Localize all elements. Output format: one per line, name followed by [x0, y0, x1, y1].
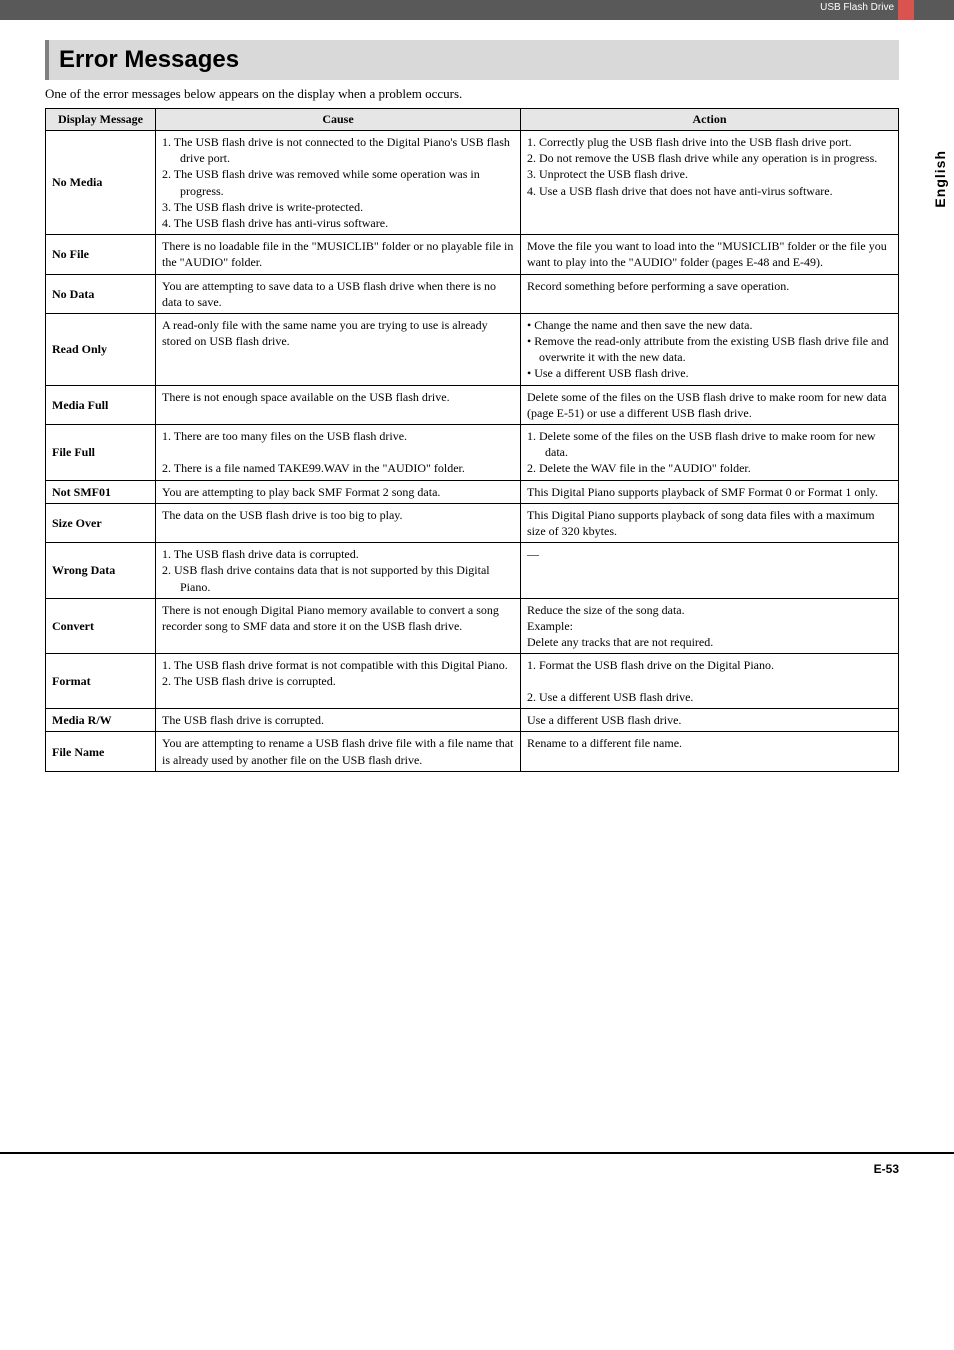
action-cell: Move the file you want to load into the …	[521, 235, 899, 274]
msg-cell: Media R/W	[46, 709, 156, 732]
cause-cell: The USB flash drive is corrupted.	[156, 709, 521, 732]
action-cell: 1. Correctly plug the USB flash drive in…	[521, 131, 899, 235]
header-accent	[898, 0, 914, 20]
section-title: Error Messages	[45, 40, 899, 80]
msg-cell: No File	[46, 235, 156, 274]
list-item: 4. Use a USB flash drive that does not h…	[527, 183, 892, 199]
action-cell: This Digital Piano supports playback of …	[521, 480, 899, 503]
action-cell: Delete some of the files on the USB flas…	[521, 385, 899, 424]
table-row: Read Only A read-only file with the same…	[46, 313, 899, 385]
table-row: Convert There is not enough Digital Pian…	[46, 598, 899, 654]
list-item: 1. Correctly plug the USB flash drive in…	[527, 134, 892, 150]
action-cell: Rename to a different file name.	[521, 732, 899, 771]
action-cell: 1. Format the USB flash drive on the Dig…	[521, 654, 899, 709]
list-item: 2. The USB flash drive is corrupted.	[162, 673, 514, 689]
msg-cell: Read Only	[46, 313, 156, 385]
list-item: 4. The USB flash drive has anti-virus so…	[162, 215, 514, 231]
page-footer: E-53	[0, 1152, 954, 1182]
table-row: No Media 1. The USB flash drive is not c…	[46, 131, 899, 235]
cause-cell: 1. The USB flash drive is not connected …	[156, 131, 521, 235]
header-display-message: Display Message	[46, 109, 156, 131]
cause-cell: 1. The USB flash drive data is corrupted…	[156, 543, 521, 599]
cause-cell: 1. The USB flash drive format is not com…	[156, 654, 521, 709]
list-item: 2. There is a file named TAKE99.WAV in t…	[162, 460, 514, 476]
action-cell: —	[521, 543, 899, 599]
table-row: Not SMF01 You are attempting to play bac…	[46, 480, 899, 503]
text-line: Reduce the size of the song data.	[527, 602, 892, 618]
msg-cell: Size Over	[46, 503, 156, 542]
list-item: 2. Use a different USB flash drive.	[527, 689, 892, 705]
table-row: File Name You are attempting to rename a…	[46, 732, 899, 771]
spacer	[162, 444, 514, 460]
table-row: Size Over The data on the USB flash driv…	[46, 503, 899, 542]
list-item: 2. The USB flash drive was removed while…	[162, 166, 514, 198]
list-item: 3. Unprotect the USB flash drive.	[527, 166, 892, 182]
msg-cell: File Name	[46, 732, 156, 771]
table-row: Media R/W The USB flash drive is corrupt…	[46, 709, 899, 732]
msg-cell: Wrong Data	[46, 543, 156, 599]
text-line: Delete any tracks that are not required.	[527, 634, 892, 650]
msg-cell: Not SMF01	[46, 480, 156, 503]
msg-cell: File Full	[46, 425, 156, 481]
action-cell: Change the name and then save the new da…	[521, 313, 899, 385]
list-item: 2. Do not remove the USB flash drive whi…	[527, 150, 892, 166]
error-messages-table: Display Message Cause Action No Media 1.…	[45, 108, 899, 772]
msg-cell: Format	[46, 654, 156, 709]
action-cell: Reduce the size of the song data. Exampl…	[521, 598, 899, 654]
header-cause: Cause	[156, 109, 521, 131]
spacer	[527, 673, 892, 689]
intro-text: One of the error messages below appears …	[45, 86, 899, 102]
msg-cell: No Media	[46, 131, 156, 235]
list-item: Remove the read-only attribute from the …	[527, 333, 892, 365]
cause-cell: The data on the USB flash drive is too b…	[156, 503, 521, 542]
cause-cell: You are attempting to save data to a USB…	[156, 274, 521, 313]
list-item: 1. The USB flash drive is not connected …	[162, 134, 514, 166]
list-item: 1. Format the USB flash drive on the Dig…	[527, 657, 892, 673]
header-banner-label: USB Flash Drive	[820, 2, 894, 13]
page-content: Error Messages One of the error messages…	[0, 20, 954, 772]
table-row: Media Full There is not enough space ava…	[46, 385, 899, 424]
page-number: E-53	[874, 1162, 899, 1176]
msg-cell: Media Full	[46, 385, 156, 424]
table-header-row: Display Message Cause Action	[46, 109, 899, 131]
msg-cell: No Data	[46, 274, 156, 313]
cause-cell: You are attempting to play back SMF Form…	[156, 480, 521, 503]
cause-cell: You are attempting to rename a USB flash…	[156, 732, 521, 771]
table-row: Wrong Data 1. The USB flash drive data i…	[46, 543, 899, 599]
list-item: Use a different USB flash drive.	[527, 365, 892, 381]
cause-cell: There is not enough space available on t…	[156, 385, 521, 424]
table-row: No Data You are attempting to save data …	[46, 274, 899, 313]
table-row: File Full 1. There are too many files on…	[46, 425, 899, 481]
header-banner: USB Flash Drive	[0, 0, 954, 20]
list-item: Change the name and then save the new da…	[527, 317, 892, 333]
list-item: 1. The USB flash drive data is corrupted…	[162, 546, 514, 562]
list-item: 1. Delete some of the files on the USB f…	[527, 428, 892, 460]
action-cell: This Digital Piano supports playback of …	[521, 503, 899, 542]
msg-cell: Convert	[46, 598, 156, 654]
list-item: 1. There are too many files on the USB f…	[162, 428, 514, 444]
list-item: 2. Delete the WAV file in the "AUDIO" fo…	[527, 460, 892, 476]
cause-cell: There is no loadable file in the "MUSICL…	[156, 235, 521, 274]
cause-cell: 1. There are too many files on the USB f…	[156, 425, 521, 481]
action-cell: 1. Delete some of the files on the USB f…	[521, 425, 899, 481]
cause-cell: A read-only file with the same name you …	[156, 313, 521, 385]
cause-cell: There is not enough Digital Piano memory…	[156, 598, 521, 654]
list-item: 2. USB flash drive contains data that is…	[162, 562, 514, 594]
action-cell: Record something before performing a sav…	[521, 274, 899, 313]
list-item: 1. The USB flash drive format is not com…	[162, 657, 514, 673]
header-action: Action	[521, 109, 899, 131]
table-row: No File There is no loadable file in the…	[46, 235, 899, 274]
action-cell: Use a different USB flash drive.	[521, 709, 899, 732]
language-tab: English	[932, 150, 948, 208]
list-item: 3. The USB flash drive is write-protecte…	[162, 199, 514, 215]
table-row: Format 1. The USB flash drive format is …	[46, 654, 899, 709]
text-line: Example:	[527, 618, 892, 634]
